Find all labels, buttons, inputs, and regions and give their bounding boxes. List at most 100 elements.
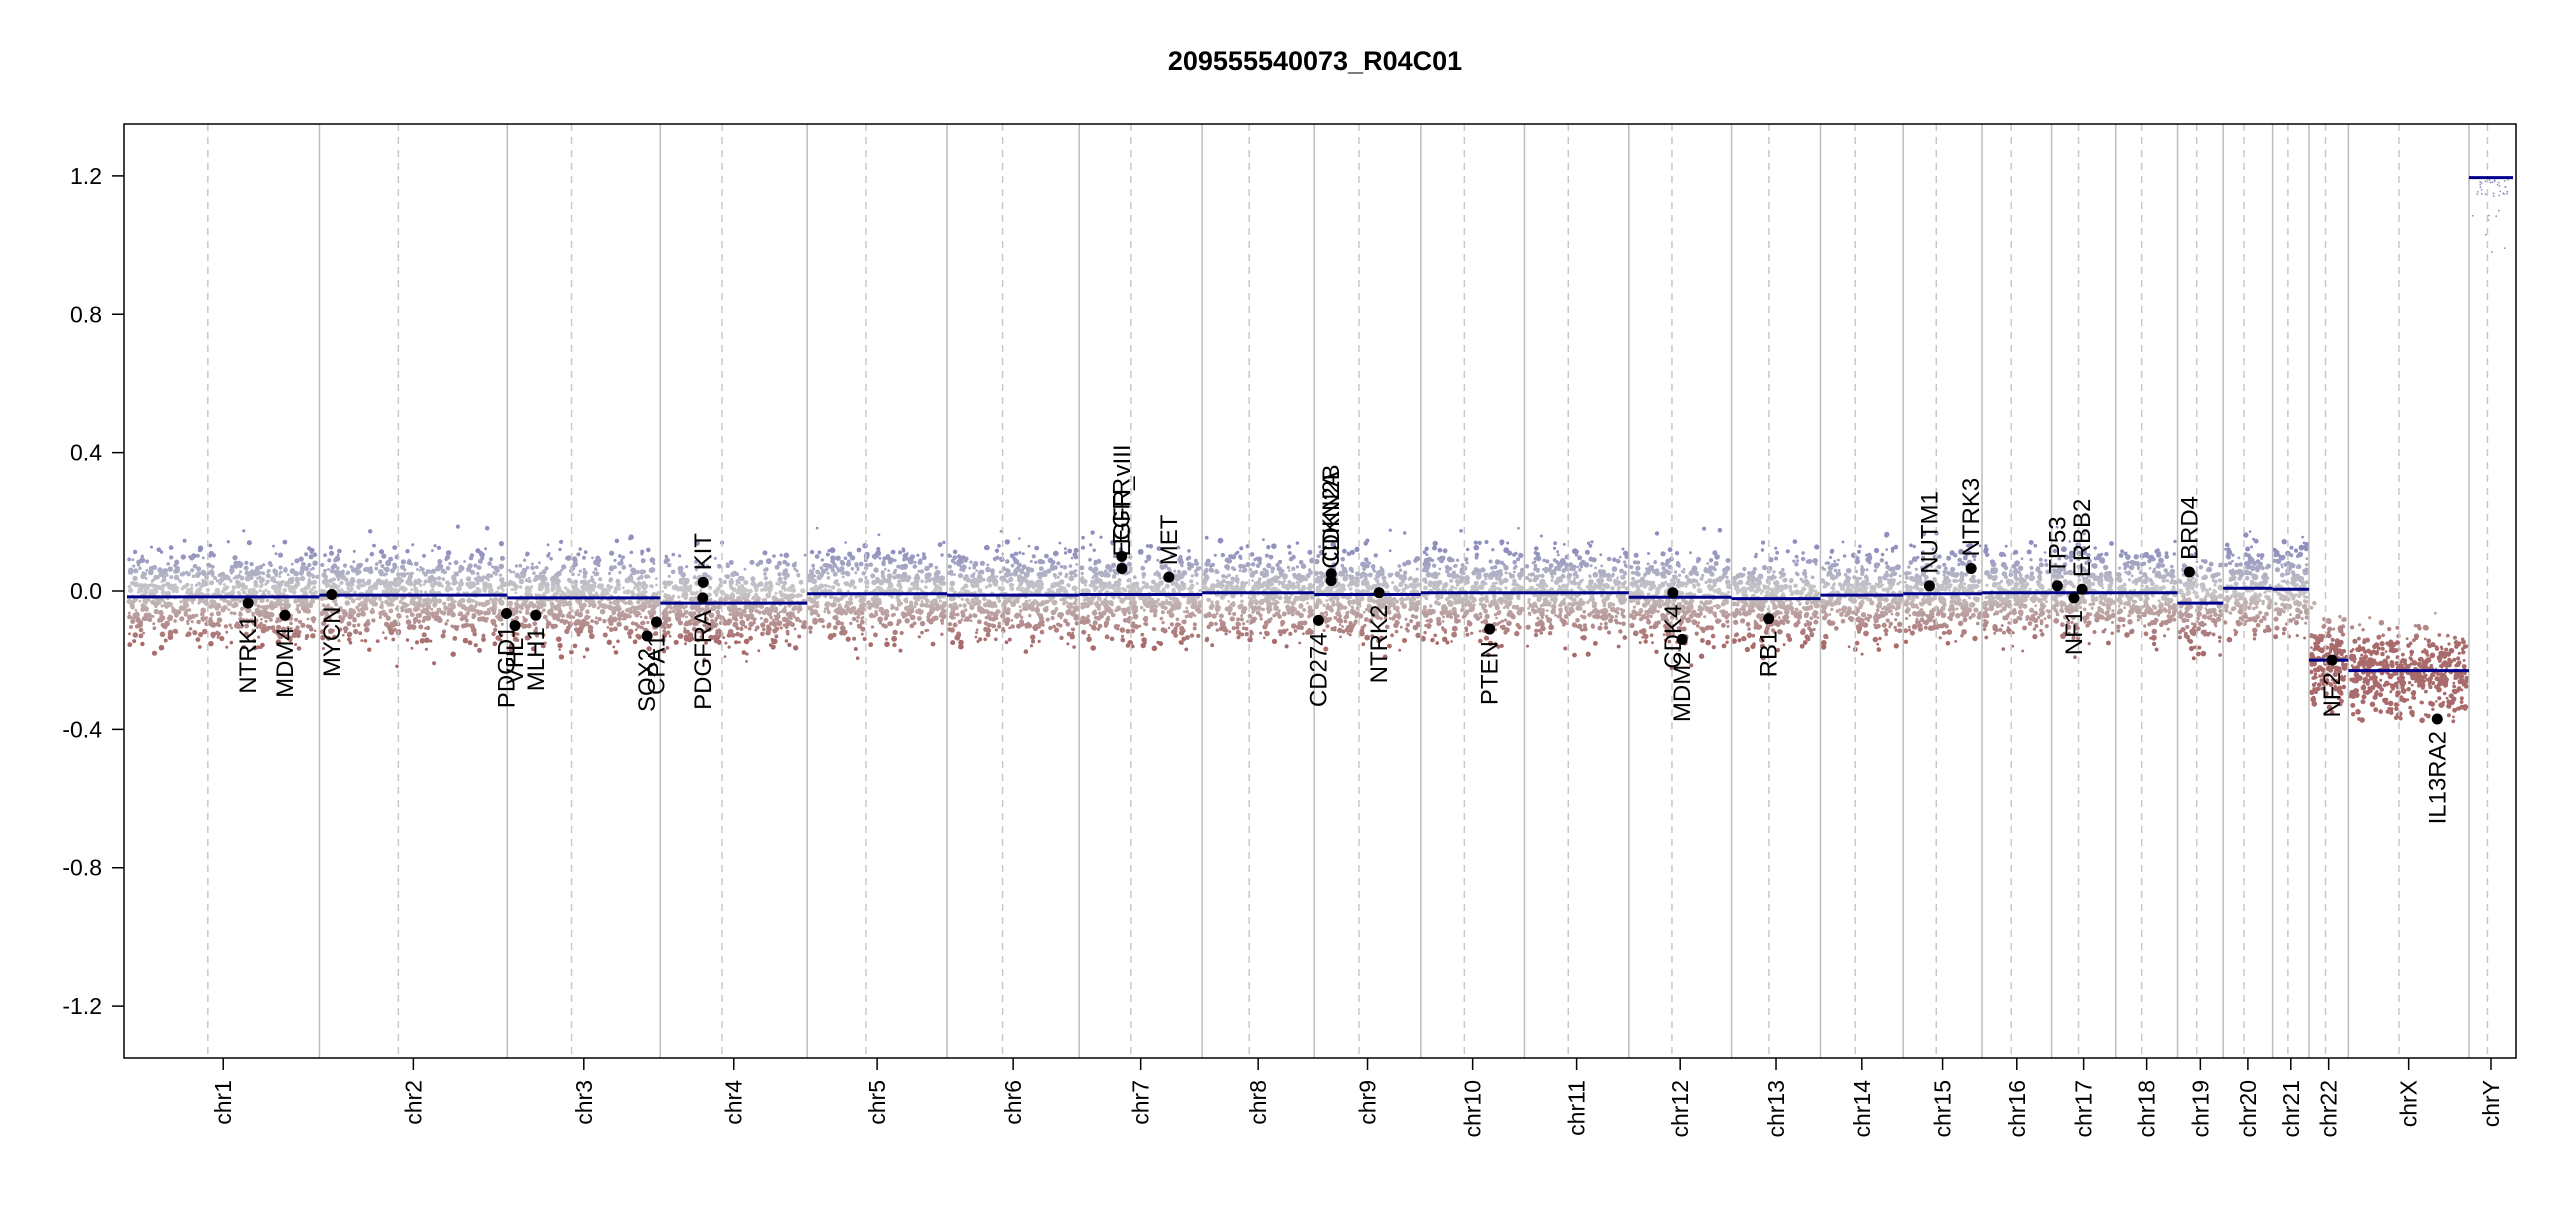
probe-point [424,647,428,651]
probe-point [459,616,464,622]
probe-point [871,579,877,586]
probe-point [1108,568,1113,573]
probe-point [388,585,394,591]
probe-point [1240,599,1244,603]
probe-point [1228,559,1233,563]
probe-point [655,577,658,580]
probe-point [413,606,419,613]
probe-point [920,602,925,607]
probe-point [844,581,847,585]
probe-point [667,563,672,568]
probe-point [255,566,259,570]
probe-point [748,606,752,610]
probe-point [1269,581,1274,586]
probe-point [680,571,686,578]
probe-point [185,591,189,595]
probe-point [180,587,184,591]
probe-point [1216,579,1220,583]
probe-point [178,579,183,584]
probe-point [607,571,612,576]
probe-point [1140,565,1146,571]
probe-point [978,637,983,642]
probe-point [555,585,562,591]
probe-point [881,560,886,565]
probe-point [1270,566,1276,572]
probe-point [226,540,230,544]
probe-point [873,632,878,638]
probe-point [792,605,798,611]
probe-point [246,540,252,546]
probe-point [649,557,656,563]
probe-point [952,622,958,628]
probe-point [298,570,304,576]
probe-point [896,622,900,627]
probe-point [682,592,689,598]
probe-point [353,567,358,572]
probe-point [842,629,848,635]
probe-point [613,650,619,655]
probe-point [380,600,384,605]
probe-point [1210,600,1214,604]
probe-point [405,549,410,554]
probe-point [224,605,228,610]
probe-point [825,552,830,557]
probe-point [905,597,908,600]
probe-point [257,623,262,627]
probe-point [949,569,954,574]
probe-point [764,581,769,586]
probe-point [194,572,201,579]
probe-point [214,587,221,594]
probe-point [598,577,603,582]
probe-point [1287,580,1292,584]
probe-point [130,619,136,624]
probe-point [363,639,368,643]
probe-point [1063,551,1068,555]
probe-point [588,633,595,640]
probe-point [443,606,447,609]
probe-point [836,582,841,587]
probe-point [389,602,394,607]
probe-point [887,569,891,573]
probes-chr6 [947,530,1080,654]
probe-point [939,611,945,616]
probe-point [761,598,765,601]
probe-point [1191,599,1196,604]
probe-point [532,621,538,626]
probe-point [337,584,341,588]
probe-point [380,564,385,568]
probe-point [1149,585,1154,591]
probe-point [336,577,341,581]
probe-point [445,588,450,593]
probe-point [672,604,678,610]
probe-point [592,571,596,574]
probe-point [752,621,756,625]
probe-point [530,565,535,571]
probe-point [1149,601,1155,607]
probe-point [1295,610,1301,616]
probe-point [498,563,505,570]
probe-point [1122,587,1126,592]
probe-point [1130,586,1136,593]
probe-point [858,577,864,583]
probe-point [1081,629,1087,635]
probe-point [1053,627,1060,633]
probe-point [275,619,279,624]
probe-point [202,556,205,560]
probe-point [1208,621,1214,627]
probe-point [892,613,896,617]
probe-point [603,592,608,596]
probe-point [668,618,672,622]
probe-point [930,641,936,647]
probe-point [984,609,989,614]
probe-point [931,598,937,605]
probe-point [644,574,649,579]
probe-point [424,590,428,595]
probe-point [437,559,443,564]
probe-point [917,569,921,573]
probe-point [446,619,449,622]
probe-point [430,582,436,588]
probe-point [1245,581,1249,585]
probe-point [587,579,591,583]
probe-point [1291,566,1296,571]
probe-point [643,603,647,607]
